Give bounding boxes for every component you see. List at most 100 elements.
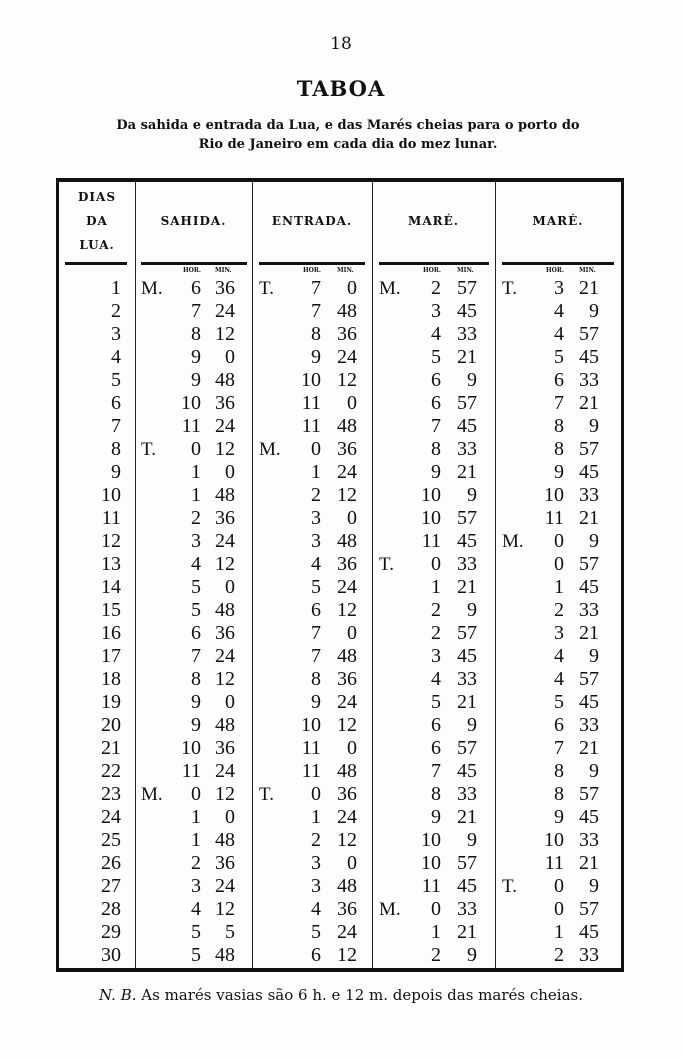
mare-1-hours: 4 [431, 668, 441, 690]
entrada-hours: 7 [311, 622, 321, 644]
mare-1-hours: 6 [431, 714, 441, 736]
entrada-minutes: 24 [337, 806, 357, 828]
day-of-moon: 27 [101, 875, 121, 897]
subheader-hor: HOR. [546, 267, 564, 274]
subheader-hor: HOR. [183, 267, 201, 274]
sahida-hours: 5 [191, 944, 201, 966]
mare-1-hours: 0 [431, 553, 441, 575]
sahida-hours: 10 [181, 737, 201, 759]
entrada-minutes: 48 [337, 760, 357, 782]
entrada-hours: 11 [301, 760, 321, 782]
entrada-hours: 9 [311, 346, 321, 368]
mare-1-minutes: 33 [457, 668, 477, 690]
sahida-period: M. [141, 278, 163, 299]
mare-1-minutes: 57 [457, 622, 477, 644]
mare-2-hours: 0 [554, 553, 564, 575]
entrada-period: T. [259, 784, 274, 805]
sahida-minutes: 24 [215, 415, 235, 437]
entrada-minutes: 0 [347, 392, 357, 414]
mare-2-minutes: 57 [579, 323, 599, 345]
entrada-hours: 5 [311, 576, 321, 598]
entrada-hours: 10 [301, 714, 321, 736]
mare-2-minutes: 21 [579, 852, 599, 874]
header-rule [141, 262, 247, 265]
mare-2-minutes: 21 [579, 737, 599, 759]
entrada-hours: 2 [311, 484, 321, 506]
mare-2-minutes: 33 [579, 829, 599, 851]
entrada-hours: 3 [311, 852, 321, 874]
footnote-text: As marés vasias são 6 h. e 12 m. depois … [141, 986, 583, 1004]
entrada-minutes: 24 [337, 461, 357, 483]
day-of-moon: 17 [101, 645, 121, 667]
subtitle-line-2: Rio de Janeiro em cada dia do mez lunar. [198, 137, 498, 152]
entrada-minutes: 24 [337, 691, 357, 713]
mare-2-minutes: 9 [589, 300, 599, 322]
mare-1-hours: 10 [421, 852, 441, 874]
entrada-minutes: 36 [337, 553, 357, 575]
mare-1-hours: 9 [431, 461, 441, 483]
mare-2-minutes: 9 [589, 760, 599, 782]
sahida-minutes: 0 [225, 576, 235, 598]
sahida-hours: 1 [191, 806, 201, 828]
mare-2-minutes: 21 [579, 507, 599, 529]
day-of-moon: 19 [101, 691, 121, 713]
mare-2-minutes: 33 [579, 484, 599, 506]
mare-2-minutes: 33 [579, 369, 599, 391]
header-rule [65, 262, 127, 265]
header-rule [502, 262, 614, 265]
mare-2-hours: 4 [554, 645, 564, 667]
entrada-minutes: 24 [337, 576, 357, 598]
mare-2-hours: 8 [554, 415, 564, 437]
mare-1-hours: 2 [431, 599, 441, 621]
day-of-moon: 11 [101, 507, 121, 529]
mare-1-hours: 6 [431, 392, 441, 414]
mare-2-minutes: 33 [579, 714, 599, 736]
sahida-minutes: 24 [215, 530, 235, 552]
sahida-hours: 0 [191, 783, 201, 805]
table-row: 30 5 48 6 12 2 9 2 33 [59, 944, 621, 967]
sahida-minutes: 48 [215, 484, 235, 506]
entrada-minutes: 36 [337, 783, 357, 805]
mare-1-hours: 6 [431, 737, 441, 759]
entrada-hours: 9 [311, 691, 321, 713]
day-of-moon: 25 [101, 829, 121, 851]
sahida-minutes: 36 [215, 277, 235, 299]
table-row: 20 9 48 10 12 6 9 6 33 [59, 714, 621, 737]
mare-1-minutes: 45 [457, 760, 477, 782]
sahida-minutes: 24 [215, 875, 235, 897]
sahida-hours: 11 [181, 415, 201, 437]
day-of-moon: 18 [101, 668, 121, 690]
footnote-prefix: N. B. [99, 986, 137, 1004]
column-divider [372, 182, 373, 968]
day-of-moon: 6 [111, 392, 121, 414]
header-entrada: ENTRADA. [271, 214, 353, 228]
mare-2-period: T. [502, 876, 517, 897]
day-of-moon: 8 [111, 438, 121, 460]
day-of-moon: 26 [101, 852, 121, 874]
sahida-hours: 3 [191, 530, 201, 552]
mare-2-hours: 2 [554, 599, 564, 621]
mare-2-minutes: 21 [579, 392, 599, 414]
mare-1-minutes: 45 [457, 875, 477, 897]
mare-1-minutes: 9 [467, 944, 477, 966]
entrada-hours: 1 [311, 461, 321, 483]
sahida-hours: 5 [191, 921, 201, 943]
entrada-minutes: 36 [337, 438, 357, 460]
mare-2-minutes: 45 [579, 346, 599, 368]
mare-1-minutes: 9 [467, 714, 477, 736]
mare-1-minutes: 57 [457, 392, 477, 414]
mare-1-period: T. [379, 554, 394, 575]
mare-2-minutes: 57 [579, 438, 599, 460]
table-row: 6 10 36 11 0 6 57 7 21 [59, 392, 621, 415]
entrada-hours: 3 [311, 875, 321, 897]
table-row: 16 6 36 7 0 2 57 3 21 [59, 622, 621, 645]
entrada-minutes: 0 [347, 277, 357, 299]
sahida-period: M. [141, 784, 163, 805]
mare-1-minutes: 57 [457, 852, 477, 874]
table-row: 7 11 24 11 48 7 45 8 9 [59, 415, 621, 438]
mare-2-hours: 0 [554, 530, 564, 552]
mare-1-minutes: 33 [457, 553, 477, 575]
sahida-hours: 9 [191, 369, 201, 391]
subheader-min: MIN. [457, 267, 474, 274]
